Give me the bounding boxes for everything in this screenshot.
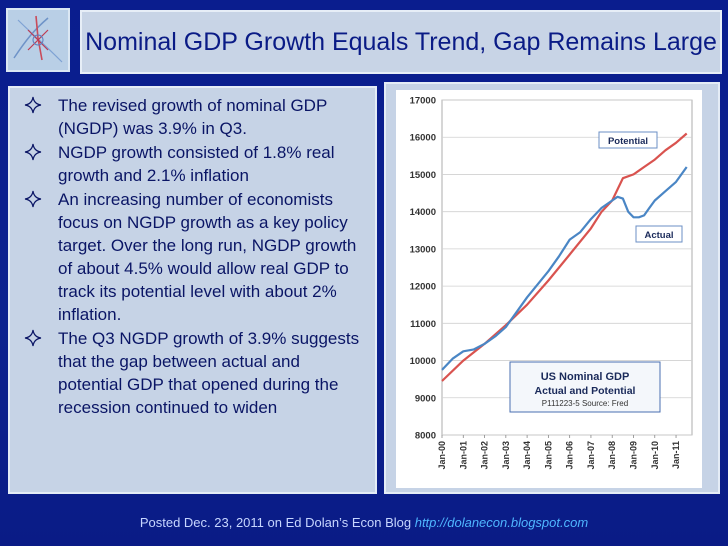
chart-title-line-2: Actual and Potential: [535, 385, 636, 397]
potential-label: Potential: [608, 136, 648, 147]
y-tick-label: 16000: [410, 133, 436, 144]
x-tick-label: Jan-06: [565, 441, 575, 470]
chart-title-line-1: US Nominal GDP: [541, 371, 630, 383]
bullet-item: An increasing number of economists focus…: [22, 188, 365, 326]
footer-text: Posted Dec. 23, 2011 on Ed Dolan’s Econ …: [139, 515, 412, 530]
y-tick-label: 12000: [410, 282, 436, 293]
x-tick-label: Jan-11: [671, 441, 681, 469]
y-tick-label: 11000: [410, 319, 436, 330]
y-tick-label: 13000: [410, 244, 436, 255]
compass-rose-logo-icon: [8, 10, 68, 70]
x-tick-label: Jan-02: [480, 441, 490, 470]
series-line-actual: [441, 166, 688, 371]
slide-title-box: Nominal GDP Growth Equals Trend, Gap Rem…: [80, 10, 722, 74]
chart-title-box: [509, 361, 661, 413]
x-tick-label: Jan-08: [607, 441, 617, 470]
slide-title: Nominal GDP Growth Equals Trend, Gap Rem…: [85, 27, 717, 56]
bullet-list-panel: The revised growth of nominal GDP (NGDP)…: [8, 86, 377, 494]
y-tick-label: 14000: [410, 207, 436, 218]
x-tick-label: Jan-05: [543, 441, 553, 470]
y-tick-label: 10000: [410, 356, 436, 367]
x-tick-label: Jan-03: [501, 441, 511, 470]
four-point-star-bullet-icon: [24, 329, 42, 347]
y-tick-label: 17000: [410, 96, 436, 107]
chart-area: 8000 9000 10000 11000 12000 13000 14000 15000 16…: [396, 90, 702, 488]
blog-url-link[interactable]: http://dolanecon.blogspot.com: [414, 515, 589, 530]
x-tick-label: Jan-09: [628, 441, 638, 470]
footer: Posted Dec. 23, 2011 on Ed Dolan’s Econ …: [0, 515, 728, 530]
four-point-star-bullet-icon: [24, 190, 42, 208]
bullet-text: An increasing number of economists focus…: [58, 190, 357, 324]
x-tick-label: Jan-10: [650, 441, 660, 470]
bullet-item: The revised growth of nominal GDP (NGDP)…: [22, 94, 365, 140]
blog-logo: [6, 8, 70, 72]
y-tick-label: 9000: [415, 393, 436, 404]
x-tick-label: Jan-04: [522, 441, 532, 470]
x-tick-label: Jan-01: [458, 441, 468, 470]
four-point-star-bullet-icon: [24, 143, 42, 161]
x-tick-label: Jan-00: [437, 441, 447, 470]
potential-label-box: [598, 131, 658, 149]
actual-label-box: [635, 225, 683, 243]
y-tick-label: 8000: [415, 431, 436, 442]
actual-label: Actual: [644, 230, 673, 241]
chart-source-label: P111223-5 Source: Fred: [542, 399, 628, 408]
series-line-potential: [441, 132, 688, 382]
chart-panel: 8000 9000 10000 11000 12000 13000 14000 15000 16…: [384, 82, 720, 494]
gdp-line-chart: 8000 9000 10000 11000 12000 13000 14000 15000 16…: [410, 96, 693, 470]
bullet-text: The revised growth of nominal GDP (NGDP)…: [58, 96, 327, 138]
bullet-item: The Q3 NGDP growth of 3.9% suggests that…: [22, 327, 365, 419]
bullet-text: The Q3 NGDP growth of 3.9% suggests that…: [58, 329, 360, 417]
bullet-item: NGDP growth consisted of 1.8% real growt…: [22, 141, 365, 187]
bullet-text: NGDP growth consisted of 1.8% real growt…: [58, 143, 335, 185]
y-tick-label: 15000: [410, 170, 436, 181]
four-point-star-bullet-icon: [24, 96, 42, 114]
x-tick-label: Jan-07: [586, 441, 596, 470]
